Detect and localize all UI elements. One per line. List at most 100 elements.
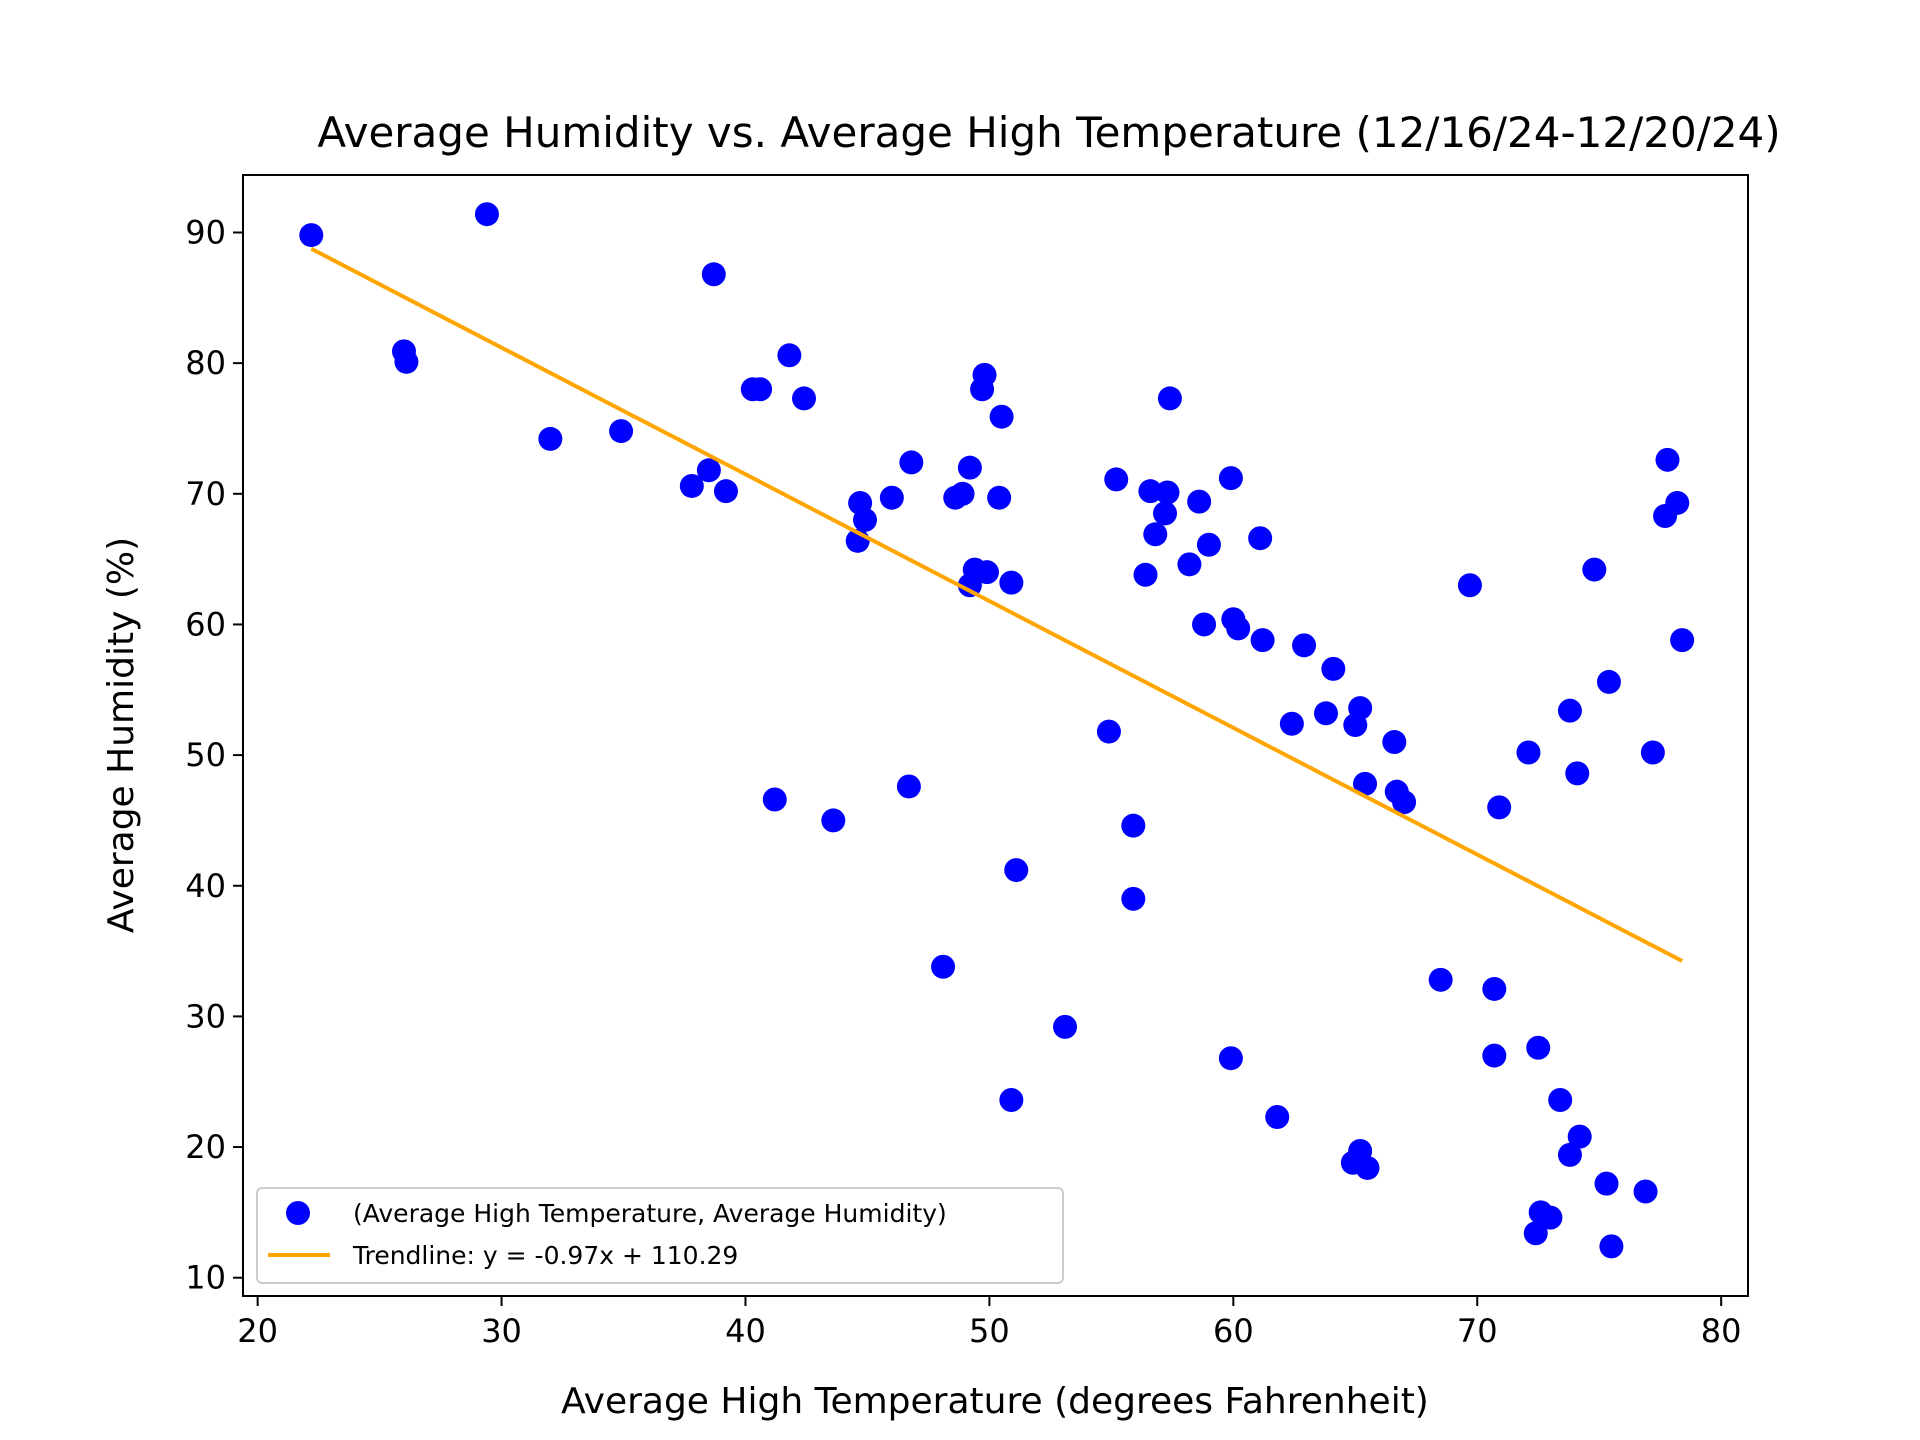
trendline-layer [310,246,1684,963]
data-point [1392,790,1417,815]
data-point [1487,795,1512,820]
data-point [896,774,921,799]
data-point [1321,656,1346,681]
plot-area [242,174,1749,1297]
data-point [1218,1046,1243,1071]
data-point [701,262,726,287]
data-point [1457,573,1482,598]
scatter-points [299,202,1695,1259]
y-tick-label: 30 [185,997,226,1035]
x-tick-label: 70 [1457,1312,1498,1350]
data-point [394,349,419,374]
legend-label-trendline: Trendline: y = -0.97x + 110.29 [352,1241,738,1270]
trendline [310,246,1684,963]
data-point [1218,466,1243,491]
plot-frame [242,174,1749,1297]
data-point [1567,1124,1592,1149]
data-point [792,386,817,411]
legend-box [256,1187,1064,1284]
data-point [1121,886,1146,911]
data-point [474,202,499,227]
data-point [957,455,982,480]
data-point [1004,858,1029,883]
data-point [970,377,995,402]
data-point [1177,552,1202,577]
data-point [1053,1014,1078,1039]
data-point [1314,701,1339,726]
data-point [679,473,704,498]
data-point [1292,633,1317,658]
data-point [1565,761,1590,786]
data-point [989,404,1014,429]
data-point [1248,526,1273,551]
data-point [1670,628,1695,653]
data-point [1655,447,1680,472]
data-point [1226,616,1251,641]
data-point [1523,1221,1548,1246]
data-point [1279,711,1304,736]
data-point [1594,1171,1619,1196]
data-point [1104,467,1129,492]
data-point [1355,1155,1380,1180]
data-point [713,479,738,504]
data-point [1192,612,1217,637]
x-tick-label: 20 [237,1312,278,1350]
data-point [1548,1088,1573,1113]
data-point [1482,1043,1507,1068]
data-point [1382,730,1407,755]
x-axis: 20 30 40 50 60 70 80 [237,1296,1742,1350]
data-point [1428,967,1453,992]
data-point [1133,562,1158,587]
data-point [1596,669,1621,694]
y-axis-label: Average Humidity (%) [101,537,142,933]
y-tick-label: 40 [185,867,226,905]
data-point [1538,1205,1563,1230]
data-point [1526,1035,1551,1060]
data-point [999,1088,1024,1113]
data-point [609,419,634,444]
data-point [538,426,563,451]
x-tick-label: 80 [1701,1312,1742,1350]
x-axis-label: Average High Temperature (degrees Fahren… [561,1381,1429,1422]
y-tick-label: 20 [185,1128,226,1166]
data-point [899,450,924,475]
data-point [1582,557,1607,582]
x-tick-label: 50 [969,1312,1010,1350]
data-point [987,485,1012,510]
y-tick-label: 70 [185,475,226,513]
data-point [1640,740,1665,765]
data-point [974,560,999,585]
data-point [762,787,787,812]
data-point [950,481,975,506]
data-point [1557,698,1582,723]
y-tick-label: 80 [185,344,226,382]
data-point [1196,532,1221,557]
data-point [957,573,982,598]
data-point [1348,696,1373,721]
data-point [1153,501,1178,526]
y-axis: 10 20 30 40 50 60 70 80 90 [185,213,243,1297]
data-point [999,570,1024,595]
data-point [1482,976,1507,1001]
data-point [1187,489,1212,514]
x-tick-label: 40 [725,1312,766,1350]
data-point [879,485,904,510]
data-point [1250,628,1275,653]
data-point [853,507,878,532]
data-point [299,223,324,248]
x-tick-label: 30 [481,1312,522,1350]
data-point [1121,813,1146,838]
y-tick-label: 50 [185,736,226,774]
data-point [1155,480,1180,505]
data-point [1665,490,1690,515]
data-point [1516,740,1541,765]
data-point [1157,386,1182,411]
data-point [821,808,846,833]
data-point [1265,1105,1290,1130]
data-point [696,458,721,483]
chart-title: Average Humidity vs. Average High Temper… [317,108,1780,157]
legend: (Average High Temperature, Average Humid… [256,1187,1064,1284]
data-point [748,377,773,402]
y-tick-label: 10 [185,1259,226,1297]
